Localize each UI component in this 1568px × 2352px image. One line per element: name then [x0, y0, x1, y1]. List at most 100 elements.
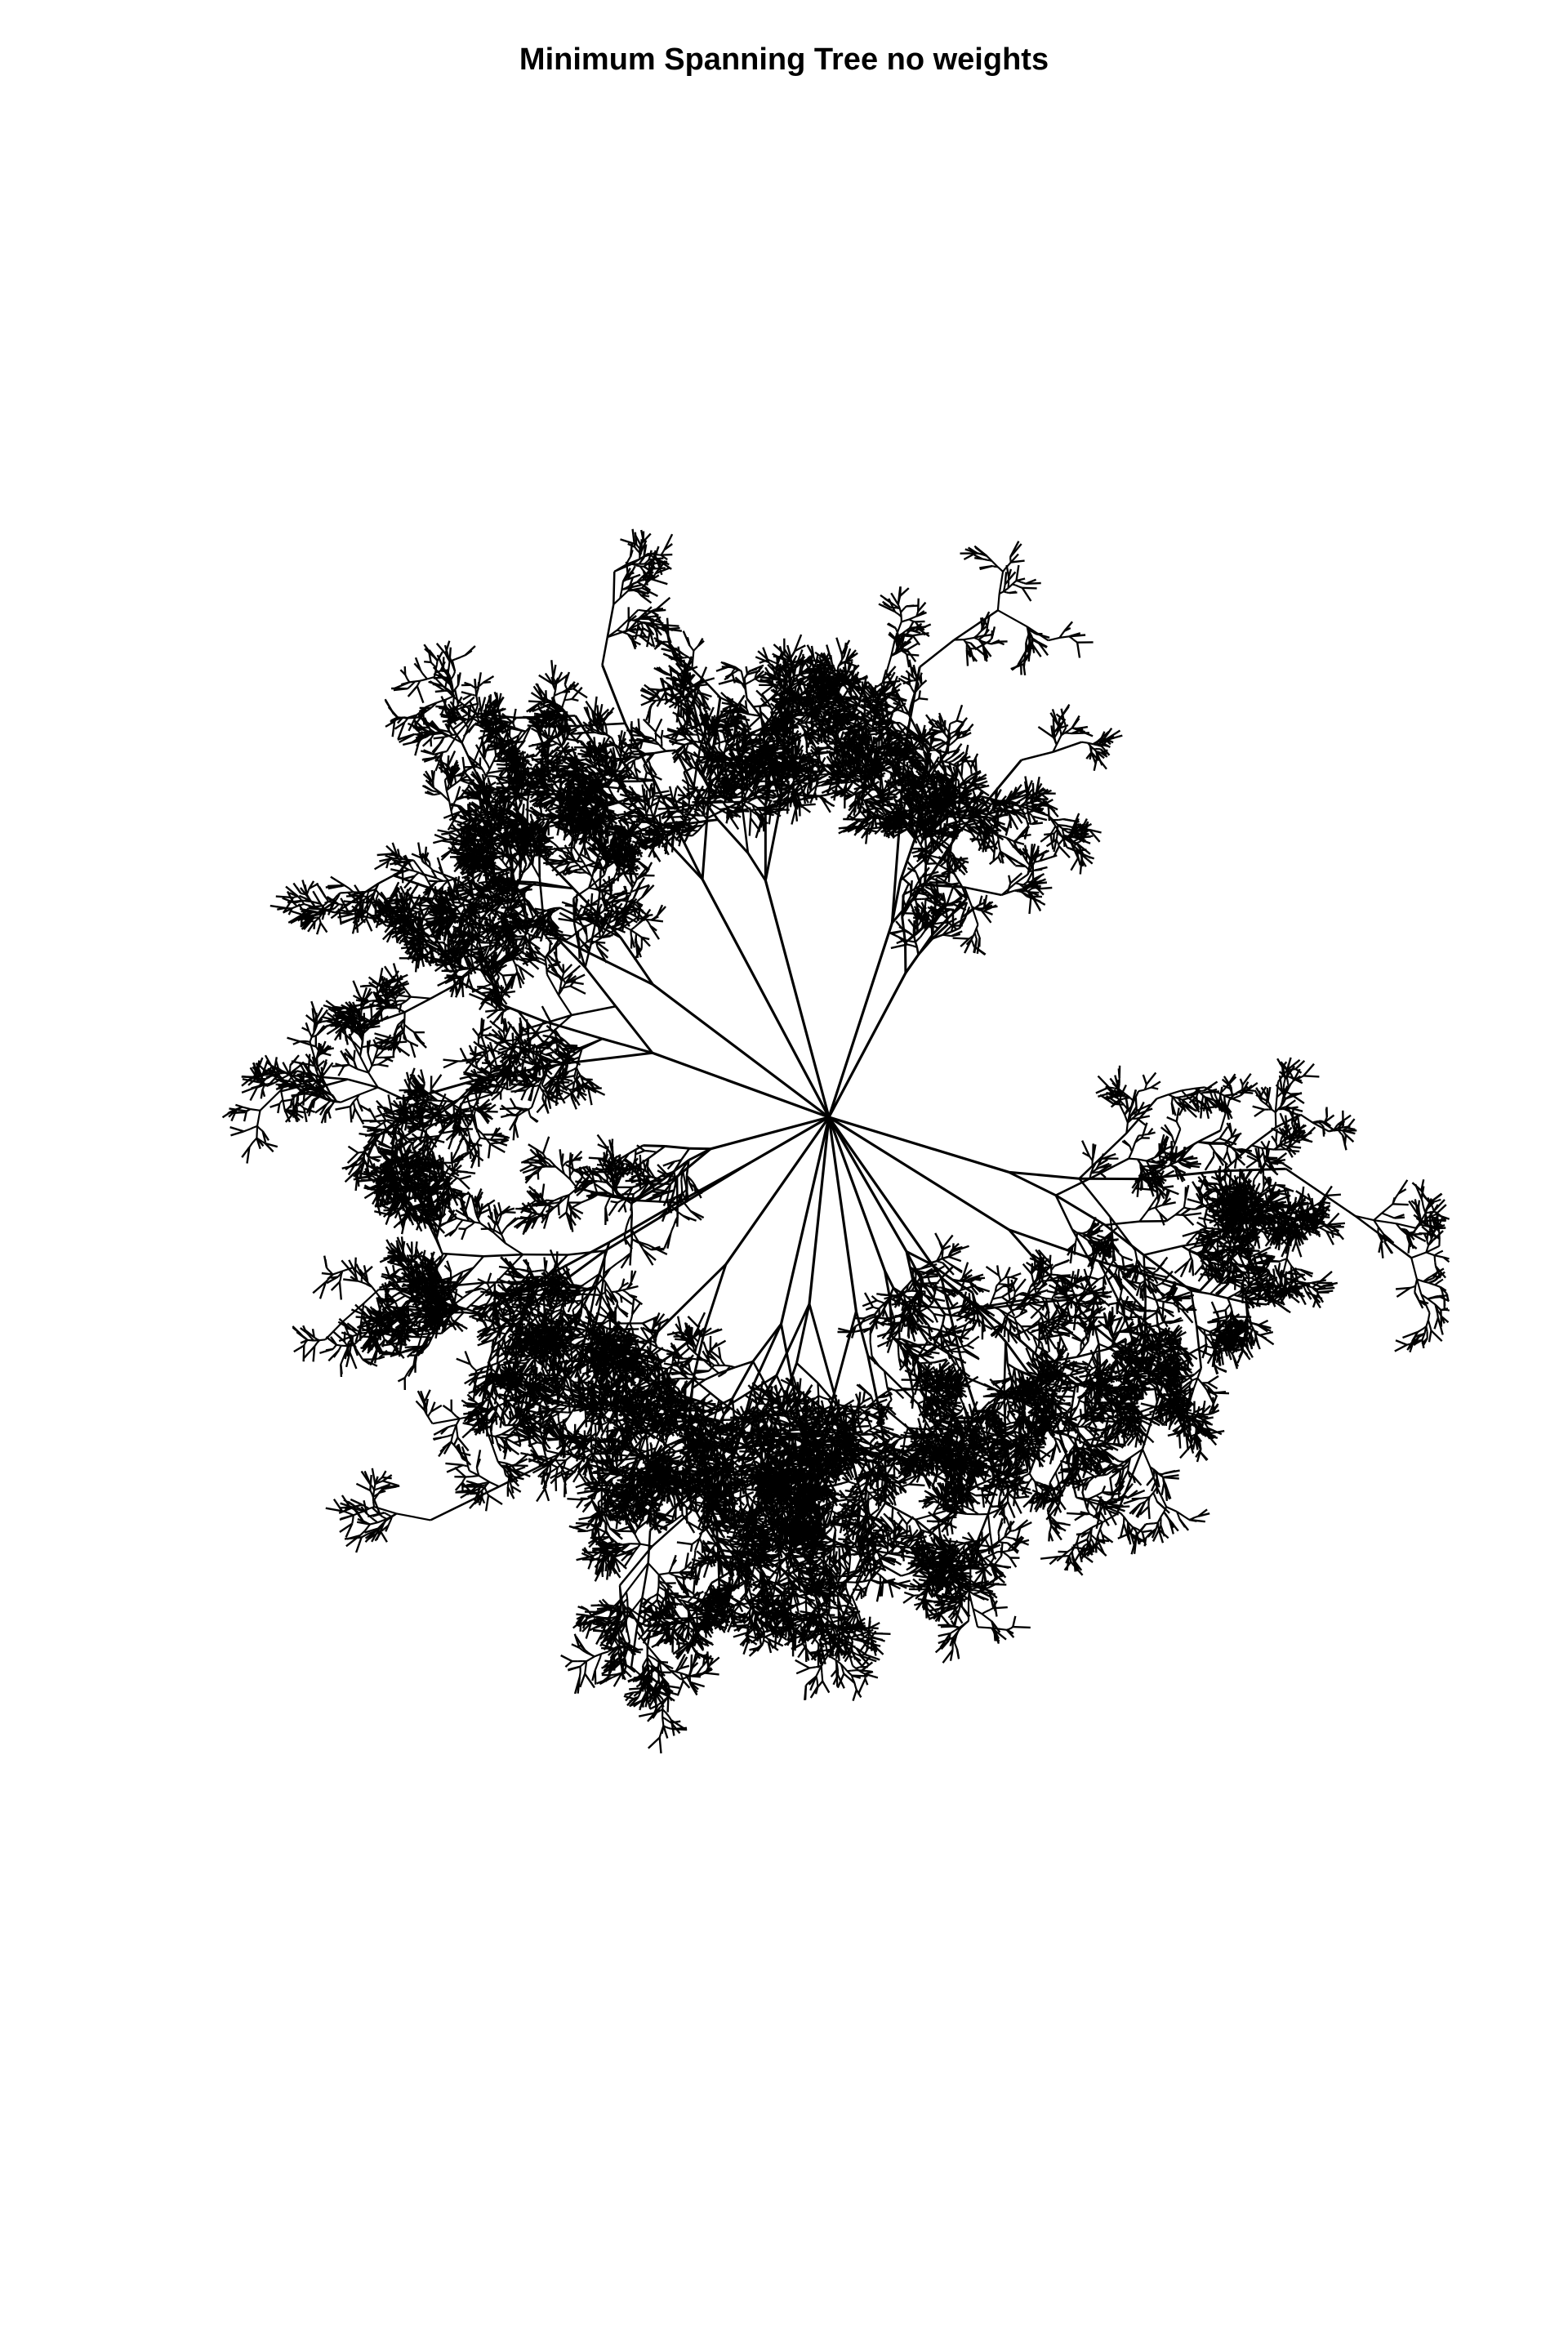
tree-edge	[356, 915, 357, 919]
tree-edge	[376, 895, 377, 898]
tree-edge	[563, 736, 564, 738]
tree-edge	[493, 790, 496, 791]
tree-edge	[329, 904, 331, 905]
tree-edge	[321, 923, 327, 933]
tree-edge	[452, 833, 455, 835]
tree-edge	[478, 902, 479, 903]
tree-edge	[501, 875, 502, 876]
tree-edge	[315, 911, 317, 912]
tree-edge	[502, 861, 506, 866]
tree-edge	[387, 898, 390, 899]
tree-edge	[298, 897, 300, 898]
tree-edge	[319, 920, 320, 921]
tree-edge	[328, 902, 333, 903]
tree-edge	[580, 939, 581, 942]
tree-edge	[463, 836, 464, 841]
tree-edge	[359, 905, 360, 907]
tree-edge	[318, 913, 320, 914]
tree-edge	[506, 862, 508, 863]
tree-edge	[525, 867, 528, 870]
tree-edge	[449, 921, 450, 923]
tree-edge	[300, 898, 301, 900]
tree-edge	[482, 906, 483, 907]
tree-edge	[481, 899, 483, 901]
tree-edge	[546, 920, 547, 923]
tree-edge	[314, 922, 315, 929]
tree-edge	[326, 910, 336, 912]
tree-edge	[452, 918, 457, 919]
tree-edge	[334, 907, 336, 909]
tree-edge	[301, 900, 302, 902]
tree-edge	[334, 897, 336, 899]
tree-edge	[455, 842, 457, 844]
tree-edge	[322, 906, 323, 907]
tree-edge	[292, 906, 297, 909]
tree-edge	[323, 904, 325, 906]
tree-edge	[303, 901, 305, 902]
tree-edge	[498, 789, 501, 790]
tree-edge	[336, 906, 337, 907]
tree-edge	[513, 960, 514, 964]
tree-edge	[277, 908, 285, 910]
tree-edge	[326, 898, 327, 899]
tree-edge	[345, 885, 350, 889]
tree-edge	[360, 907, 361, 909]
tree-edge	[501, 871, 504, 872]
tree-edge	[528, 933, 530, 935]
tree-edges	[223, 529, 1450, 1753]
tree-edge	[325, 906, 327, 908]
tree-edge	[479, 901, 481, 902]
tree-edge	[512, 936, 524, 937]
tree-edge	[319, 887, 326, 898]
tree-edge	[349, 912, 350, 913]
tree-edge	[510, 799, 512, 800]
tree-edge	[507, 793, 509, 795]
tree-edge	[501, 932, 502, 933]
tree-edge	[560, 936, 563, 937]
tree-edge	[519, 905, 522, 906]
tree-edge	[367, 915, 368, 916]
tree-edge	[445, 966, 446, 968]
tree-edge	[515, 964, 516, 968]
tree-edge	[325, 902, 327, 904]
tree-edge	[366, 919, 372, 931]
tree-edge	[509, 794, 510, 795]
tree-edge	[511, 792, 513, 794]
tree-edge	[567, 936, 572, 939]
tree-edge	[293, 897, 295, 898]
tree-edge	[519, 966, 520, 967]
tree-edge	[339, 904, 343, 905]
tree-edge	[527, 940, 528, 941]
tree-edge	[502, 873, 503, 875]
tree-edge	[525, 904, 526, 905]
tree-edge	[320, 921, 321, 923]
tree-edge	[317, 923, 321, 934]
tree-edge	[520, 869, 521, 871]
tree-edge	[317, 912, 318, 913]
tree-edge	[486, 949, 487, 952]
tree-edge	[368, 895, 371, 898]
tree-edge	[308, 889, 309, 891]
tree-edge	[527, 904, 528, 905]
tree-edge	[496, 789, 498, 790]
tree-edge	[559, 935, 560, 936]
tree-edge	[524, 903, 525, 909]
tree-edge	[497, 978, 499, 982]
tree-edge	[484, 835, 488, 836]
tree-edge	[313, 918, 314, 919]
tree-edge	[340, 892, 354, 893]
tree-edge	[327, 885, 345, 886]
tree-edge	[310, 901, 312, 902]
tree-edge	[519, 866, 520, 869]
tree-edge	[331, 877, 345, 886]
tree-edge	[516, 968, 517, 972]
tree-edge	[379, 875, 394, 884]
tree-edge	[321, 904, 323, 906]
tree-edge	[653, 985, 829, 1118]
tree-edge	[356, 913, 358, 914]
tree-edge	[327, 905, 329, 906]
tree-edge	[314, 918, 316, 919]
tree-edge	[528, 941, 529, 942]
tree-edge	[499, 973, 502, 976]
tree-edge	[312, 902, 314, 904]
